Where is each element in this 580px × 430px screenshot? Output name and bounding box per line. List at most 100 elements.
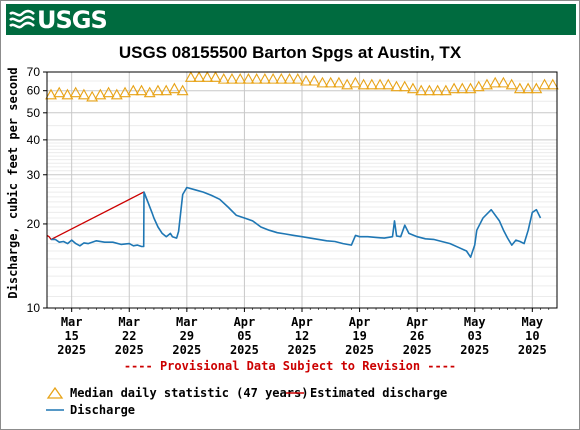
median-marker (415, 84, 428, 96)
median-marker (341, 78, 354, 90)
red-line-icon (286, 392, 304, 394)
median-marker (184, 71, 197, 82)
median-marker (505, 78, 518, 90)
median-marker (497, 76, 510, 88)
median-marker (456, 82, 469, 94)
median-marker (489, 76, 502, 88)
median-marker (431, 84, 444, 96)
x-tick-label: 2025 (345, 343, 374, 357)
x-tick-label: Mar (118, 315, 140, 329)
median-marker (135, 84, 148, 96)
x-tick-label: 2025 (403, 343, 432, 357)
legend-label-estimated: Estimated discharge (310, 386, 448, 400)
median-marker (324, 76, 337, 88)
median-marker (160, 84, 173, 96)
legend-item-estimated: Estimated discharge (286, 386, 447, 400)
median-marker (234, 73, 247, 84)
y-tick-label: 10 (27, 301, 41, 315)
median-marker (143, 86, 156, 98)
median-marker (152, 84, 164, 96)
y-tick-label: 50 (27, 106, 41, 120)
median-marker (258, 73, 271, 84)
median-marker (316, 76, 329, 88)
median-marker (522, 82, 535, 94)
x-tick-label: 26 (410, 329, 424, 343)
usgs-header-bar: USGS (6, 4, 576, 35)
median-marker (226, 73, 238, 84)
y-tick-label: 40 (27, 133, 41, 147)
median-marker (45, 88, 57, 100)
x-tick-label: 2025 (57, 343, 86, 357)
x-tick-label: 2025 (172, 343, 201, 357)
median-marker (538, 78, 551, 90)
triangle-marker-icon (46, 387, 64, 399)
median-marker (283, 73, 296, 84)
median-marker (209, 71, 222, 82)
median-marker (472, 80, 485, 92)
plot-border (46, 71, 558, 309)
median-marker (357, 78, 370, 90)
x-tick-label: 05 (237, 329, 251, 343)
chart-title: USGS 08155500 Barton Spgs at Austin, TX (118, 43, 462, 62)
x-tick-label: Apr (291, 315, 313, 329)
median-marker (102, 86, 115, 98)
y-axis-label: Discharge, cubic feet per second (6, 67, 20, 298)
median-marker (291, 73, 304, 84)
x-tick-label: Mar (61, 315, 83, 329)
x-tick-label: May (521, 315, 543, 329)
median-marker (127, 84, 140, 96)
blue-line-icon (46, 409, 64, 411)
median-marker (423, 84, 436, 96)
median-marker (300, 74, 312, 86)
x-tick-label: 2025 (115, 343, 144, 357)
y-tick-label: 70 (27, 65, 41, 79)
y-tick-label: 30 (27, 168, 41, 182)
median-marker (390, 80, 403, 92)
discharge-line (51, 186, 542, 258)
median-marker (94, 88, 107, 100)
median-marker (481, 78, 493, 90)
x-tick-label: 22 (122, 329, 136, 343)
median-marker (308, 74, 321, 86)
median-marker (176, 84, 189, 96)
x-tick-label: 2025 (518, 343, 547, 357)
median-marker (267, 73, 280, 84)
y-tick-label: 60 (27, 84, 41, 98)
legend-item-discharge: Discharge (46, 403, 135, 417)
median-marker (398, 80, 411, 92)
median-series (45, 71, 559, 102)
x-tick-label: Apr (349, 315, 371, 329)
x-tick-label: 2025 (230, 343, 259, 357)
median-marker (365, 78, 378, 90)
median-marker (275, 73, 288, 84)
median-marker (464, 82, 477, 94)
x-tick-label: 2025 (460, 343, 489, 357)
usgs-wave-icon (9, 9, 35, 28)
median-marker (86, 90, 99, 102)
median-marker (407, 82, 419, 94)
x-tick-label: 03 (468, 329, 482, 343)
median-marker (513, 82, 526, 94)
median-marker (439, 84, 452, 96)
x-tick-label: 19 (352, 329, 366, 343)
median-marker (382, 78, 395, 90)
median-marker (193, 71, 205, 82)
median-marker (332, 76, 345, 88)
legend-item-median: Median daily statistic (47 years) (46, 386, 308, 400)
median-marker (201, 71, 214, 82)
median-marker (546, 78, 559, 90)
x-tick-label: May (464, 315, 486, 329)
median-marker (250, 73, 263, 84)
provisional-data-notice: ---- Provisional Data Subject to Revisio… (123, 359, 457, 373)
x-tick-label: 15 (64, 329, 78, 343)
median-marker (77, 88, 90, 100)
median-marker (217, 73, 230, 84)
y-tick-label: 20 (27, 217, 41, 231)
usgs-logo[interactable]: USGS (9, 5, 108, 34)
logo-text: USGS (37, 5, 108, 34)
x-tick-label: Mar (176, 315, 198, 329)
x-tick-label: 10 (525, 329, 539, 343)
legend-label-discharge: Discharge (70, 403, 136, 417)
median-marker (53, 86, 66, 98)
